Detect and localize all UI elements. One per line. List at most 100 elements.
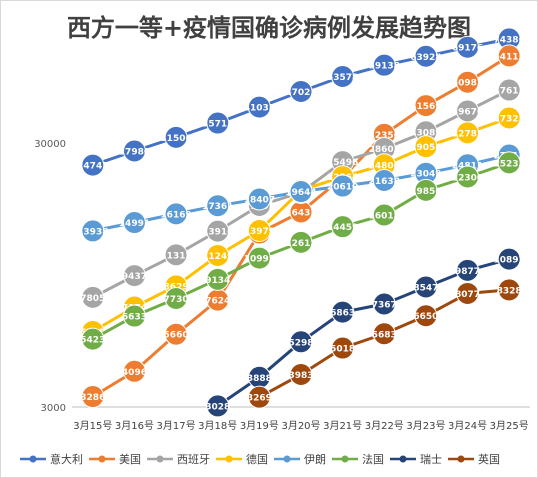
data-label: 9877: [455, 267, 480, 277]
data-point: [247, 95, 271, 119]
legend-swatch-marker: [156, 455, 164, 463]
legend-swatch-marker: [341, 455, 349, 463]
series-1: 24747 27980 31506 35713 41035 47021 53578 59138…: [77, 27, 525, 177]
data-point: [372, 203, 396, 227]
data-point: [164, 322, 188, 346]
legend-item: 法国: [332, 451, 384, 467]
data-point: [414, 275, 438, 299]
data-point: [456, 258, 480, 282]
data-label: 64115: [494, 52, 525, 62]
series-5: 13938 14991 16169 17361 18407 19644 20610 21638…: [77, 143, 525, 243]
legend-swatch-marker: [29, 455, 37, 463]
data-label: 13910: [202, 228, 233, 238]
data-point: [456, 121, 480, 145]
data-label: 16437: [285, 208, 316, 218]
data-point: [289, 180, 313, 204]
data-label: 29056: [410, 143, 441, 153]
legend-swatch: [216, 455, 242, 463]
data-label: 25233: [494, 159, 525, 169]
legend: 意大利 美国 西班牙 德国 伊朗 法国 瑞士 英国: [20, 449, 520, 469]
data-label: 14991: [119, 219, 150, 229]
data-point: [247, 187, 271, 211]
data-label: 3286: [80, 393, 105, 403]
data-point: [206, 267, 230, 291]
data-point: [164, 202, 188, 226]
legend-label: 英国: [478, 453, 500, 466]
legend-item: 西班牙: [147, 451, 210, 467]
data-label: 47611: [494, 87, 525, 97]
legend-label: 法国: [362, 453, 384, 466]
data-label: 10995: [244, 255, 275, 265]
data-label: 5683: [372, 330, 397, 340]
data-label: 53578: [327, 73, 358, 83]
x-tick-label: 3月15号: [73, 420, 112, 432]
data-label: 9437: [122, 272, 147, 282]
data-point: [414, 178, 438, 202]
legend-swatch-marker: [457, 455, 465, 463]
data-point: [372, 292, 396, 316]
legend-label: 德国: [246, 453, 268, 466]
data-point: [206, 219, 230, 243]
data-label: 25496: [327, 158, 358, 168]
data-label: 23049: [410, 170, 441, 180]
data-label: 41569: [410, 102, 441, 112]
data-label: 59138: [369, 62, 400, 72]
data-label: 27980: [119, 147, 150, 157]
data-point: [81, 285, 105, 309]
data-point: [497, 106, 521, 130]
series-8: 3269 3983 5018 5683 6650 8077 8328: [247, 278, 522, 409]
data-label: 8547: [413, 283, 438, 293]
legend-label: 西班牙: [177, 453, 210, 466]
legend-item: 德国: [216, 451, 268, 467]
data-point: [289, 79, 313, 103]
data-point: [206, 194, 230, 218]
data-point: [206, 394, 230, 418]
y-tick-label: 3000: [41, 403, 66, 414]
legend-swatch: [332, 455, 358, 463]
chart-title: 西方一等+疫情国确诊病例发展趋势图: [66, 14, 472, 42]
data-label: 6863: [330, 309, 355, 319]
data-point: [414, 44, 438, 68]
data-label: 6650: [413, 312, 438, 322]
data-point: [247, 219, 271, 243]
data-point: [414, 135, 438, 159]
legend-label: 美国: [119, 453, 141, 466]
data-label: 14459: [327, 223, 358, 233]
data-point: [164, 243, 188, 267]
data-label: 47021: [285, 88, 316, 98]
x-tick-label: 3月23号: [406, 420, 445, 432]
data-label: 3983: [288, 371, 313, 381]
data-label: 6633: [122, 313, 147, 323]
y-tick-label: 30000: [34, 139, 66, 150]
legend-swatch-marker: [399, 455, 407, 463]
data-label: 21638: [369, 177, 400, 187]
data-point: [81, 327, 105, 351]
x-tick-label: 3月21号: [323, 420, 362, 432]
legend-swatch: [448, 455, 474, 463]
data-label: 9134: [205, 276, 230, 286]
data-point: [456, 70, 480, 94]
data-label: 19856: [410, 187, 441, 197]
legend-swatch: [89, 455, 115, 463]
data-label: 7805: [80, 294, 105, 304]
legend-label: 意大利: [50, 453, 83, 466]
data-point: [247, 246, 271, 270]
legend-label: 伊朗: [304, 453, 326, 466]
data-point: [122, 359, 146, 383]
data-point: [81, 385, 105, 409]
x-tick-label: 3月18号: [198, 420, 237, 432]
data-point: [456, 165, 480, 189]
data-label: 17361: [202, 202, 233, 212]
legend-swatch: [147, 455, 173, 463]
data-point: [372, 168, 396, 192]
legend-item: 美国: [89, 451, 141, 467]
data-point: [122, 139, 146, 163]
x-tick-label: 3月19号: [240, 420, 279, 432]
legend-label: 瑞士: [420, 453, 442, 466]
data-label: 50982: [452, 79, 483, 89]
data-label: 37323: [494, 114, 525, 124]
data-point: [247, 385, 271, 409]
x-tick-label: 3月25号: [490, 420, 529, 432]
data-point: [372, 53, 396, 77]
data-label: 35713: [202, 120, 233, 130]
